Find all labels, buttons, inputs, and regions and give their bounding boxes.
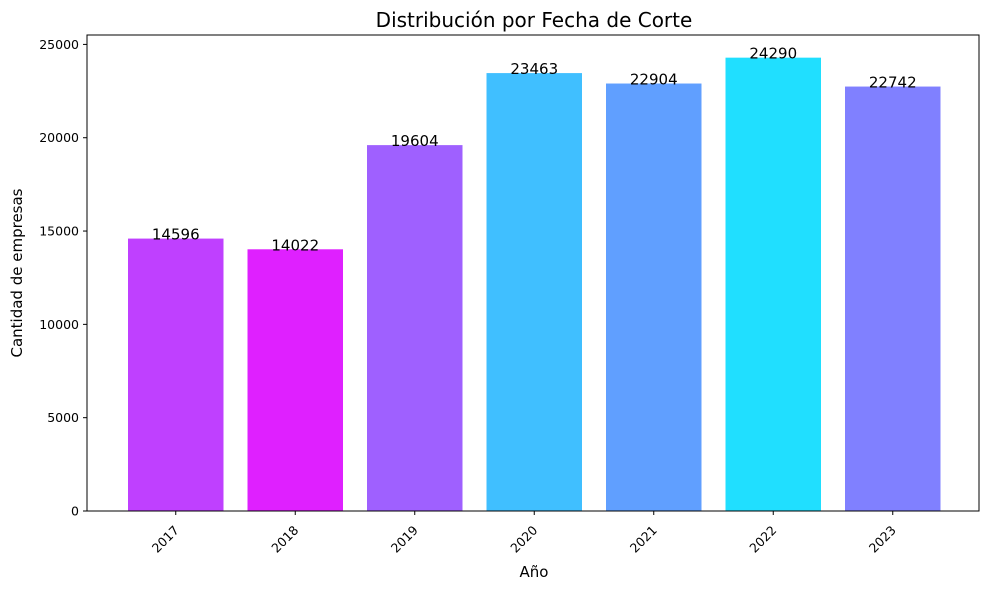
y-tick-label: 0	[71, 504, 79, 519]
bar-2021	[606, 83, 702, 511]
x-axis: 2017 2018 2019 2020 2021 2022 2023	[149, 511, 899, 556]
y-tick-label: 5000	[47, 410, 79, 425]
bar-2019	[367, 145, 463, 511]
bars-layer	[128, 57, 941, 512]
bar-2018	[247, 249, 343, 511]
y-tick-label: 15000	[39, 224, 79, 239]
data-label-2018: 14022	[271, 236, 319, 254]
bar-2022	[725, 57, 821, 512]
x-tick-label-2022: 2022	[746, 523, 779, 556]
bar-2017	[128, 238, 224, 512]
x-tick-label-2023: 2023	[866, 523, 899, 556]
chart-title: Distribución por Fecha de Corte	[376, 8, 693, 32]
x-axis-label: Año	[520, 563, 549, 581]
data-label-2019: 19604	[391, 132, 439, 150]
y-axis: 0 5000 10000 15000 20000 25000	[39, 37, 87, 519]
x-tick-label-2018: 2018	[268, 522, 301, 555]
data-label-2020: 23463	[510, 60, 558, 78]
data-labels-layer: 14596 14022 19604 23463 22904 24290 22742	[152, 45, 917, 255]
bar-2023	[845, 86, 941, 511]
x-tick-label-2019: 2019	[388, 522, 421, 555]
bar-2020	[486, 73, 582, 512]
data-label-2021: 22904	[630, 71, 678, 89]
y-tick-label: 20000	[39, 130, 79, 145]
y-tick-label: 25000	[39, 37, 79, 52]
x-tick-label-2017: 2017	[149, 523, 182, 556]
y-axis-label: Cantidad de empresas	[8, 188, 26, 357]
x-tick-label-2020: 2020	[507, 522, 540, 555]
data-label-2022: 24290	[749, 45, 797, 63]
x-tick-label-2021: 2021	[627, 523, 660, 556]
plot-frame	[86, 34, 980, 512]
data-label-2023: 22742	[869, 74, 917, 92]
data-label-2017: 14596	[152, 226, 200, 244]
y-tick-label: 10000	[39, 317, 79, 332]
